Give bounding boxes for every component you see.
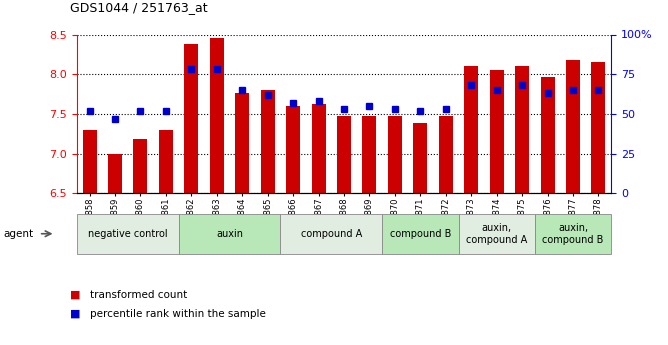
Bar <box>388 116 402 193</box>
Bar <box>235 93 249 193</box>
Bar <box>184 44 198 193</box>
Text: agent: agent <box>3 229 33 239</box>
Text: percentile rank within the sample: percentile rank within the sample <box>90 309 266 319</box>
Bar <box>286 106 300 193</box>
Bar <box>210 39 224 193</box>
Bar <box>566 60 580 193</box>
Bar <box>159 130 173 193</box>
Bar <box>337 116 351 193</box>
Bar <box>540 77 554 193</box>
Text: auxin,
compound A: auxin, compound A <box>466 223 527 245</box>
Bar <box>413 124 428 193</box>
Bar <box>591 62 605 193</box>
Text: auxin,
compound B: auxin, compound B <box>542 223 604 245</box>
Bar <box>83 130 97 193</box>
Text: compound A: compound A <box>301 229 362 239</box>
Bar <box>464 66 478 193</box>
Text: GDS1044 / 251763_at: GDS1044 / 251763_at <box>70 1 208 14</box>
Bar <box>363 116 377 193</box>
Bar <box>261 90 275 193</box>
Bar <box>439 116 453 193</box>
Bar <box>108 154 122 193</box>
Text: auxin: auxin <box>216 229 243 239</box>
Bar <box>490 70 504 193</box>
Text: ■: ■ <box>70 290 81 300</box>
Text: negative control: negative control <box>88 229 168 239</box>
Text: ■: ■ <box>70 309 81 319</box>
Text: compound B: compound B <box>389 229 451 239</box>
Bar <box>134 139 148 193</box>
Bar <box>515 66 529 193</box>
Bar <box>311 104 325 193</box>
Text: transformed count: transformed count <box>90 290 188 300</box>
